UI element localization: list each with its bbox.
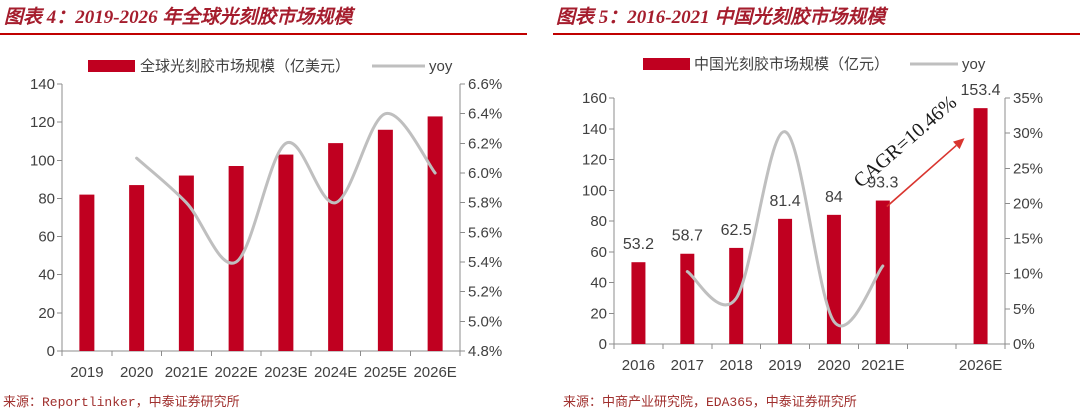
left-y-tick-label: 100	[30, 152, 55, 169]
left-y-tick-label: 20	[38, 305, 55, 322]
x-tick-label: 2024E	[314, 364, 357, 381]
left-y-tick-label: 120	[30, 114, 55, 131]
right-y-tick-label: 5.0%	[468, 313, 502, 330]
legend-bar-label: 中国光刻胶市场规模（亿元）	[694, 56, 889, 73]
right-y-tick-label: 5.8%	[468, 195, 502, 212]
x-tick-label: 2020	[817, 357, 850, 374]
axes: 0 20 40 60 80 100 120 140 160 0% 5% 10% 15% 20% 25% 30%…	[582, 90, 1043, 374]
right-y-tick-label: 5.2%	[468, 284, 502, 301]
left-y-tick-label: 20	[590, 305, 607, 322]
figure-4-source: 来源：Reportlinker，中泰证券研究所	[3, 395, 240, 410]
cagr-label: CAGR=10.46%	[850, 91, 961, 192]
left-y-tick-label: 0	[47, 343, 55, 360]
left-y-tick-label: 160	[582, 90, 607, 107]
bar-2026E	[427, 116, 443, 352]
right-y-tick-label: 5.6%	[468, 224, 502, 241]
figure-4-title: 图表 4：2019-2026 年全球光刻胶市场规模	[4, 7, 353, 28]
axes: 0 20 40 60 80 100 120 140 4.8% 5.0% 5.2% 5.4% 5.6% 5.…	[30, 76, 502, 381]
right-y-tick-label: 10%	[1013, 266, 1043, 283]
yoy-line	[135, 112, 437, 265]
chart-1-plot: 0 20 40 60 80 100 120 140 4.8% 5.0% 5.2% 5.4% 5.6% 5.…	[30, 57, 502, 381]
bar-2019	[778, 218, 793, 344]
bar-2017	[680, 253, 695, 344]
x-tick-label: 2018	[720, 357, 753, 374]
right-y-tick-label: 6.0%	[468, 165, 502, 182]
bar-2023E	[278, 154, 294, 351]
left-y-tick-label: 40	[590, 275, 607, 292]
x-tick-label: 2021E	[861, 357, 904, 374]
figure-5-source: 来源：中商产业研究院，EDA365，中泰证券研究所	[563, 395, 857, 410]
bar-2024E	[328, 143, 344, 351]
data-label-2018: 62.5	[721, 222, 752, 239]
x-tick-label: 2025E	[364, 364, 407, 381]
legend-bar-swatch	[88, 60, 135, 72]
legend: 全球光刻胶市场规模（亿美元） yoy	[88, 57, 453, 75]
x-tick-label: 2019	[768, 357, 801, 374]
right-y-tick-label: 20%	[1013, 195, 1043, 212]
right-y-tick-label: 0%	[1013, 336, 1035, 353]
figure-5-title-rule	[553, 33, 1080, 35]
bar-2021E	[178, 175, 194, 351]
right-y-tick-label: 25%	[1013, 160, 1043, 177]
x-tick-label: 2023E	[264, 364, 307, 381]
figure-5-title: 图表 5：2016-2021 中国光刻胶市场规模	[556, 7, 886, 28]
left-y-tick-label: 140	[30, 76, 55, 93]
x-tick-label: 2026E	[959, 357, 1002, 374]
left-y-tick-label: 120	[582, 152, 607, 169]
data-label-2016: 53.2	[623, 236, 654, 253]
bar-series	[79, 116, 443, 352]
bar-2021E	[875, 200, 890, 344]
bar-2016	[631, 262, 646, 344]
x-tick-label: 2026E	[413, 364, 456, 381]
x-tick-label: 2019	[70, 364, 103, 381]
x-tick-label: 2017	[671, 357, 704, 374]
left-y-tick-label: 100	[582, 182, 607, 199]
left-y-tick-label: 60	[590, 244, 607, 261]
bar-2025E	[377, 129, 393, 351]
right-y-tick-label: 5.4%	[468, 254, 502, 271]
right-y-tick-label: 30%	[1013, 125, 1043, 142]
bar-2022E	[228, 166, 244, 351]
right-y-tick-label: 4.8%	[468, 343, 502, 360]
right-y-tick-label: 6.4%	[468, 106, 502, 123]
legend-line-label: yoy	[962, 56, 986, 73]
legend-bar-label: 全球光刻胶市场规模（亿美元）	[140, 57, 350, 75]
yoy-line	[685, 130, 885, 328]
data-label-2017: 58.7	[672, 228, 703, 245]
bar-2019	[79, 194, 95, 351]
cagr-annotation: CAGR=10.46%	[850, 91, 965, 208]
cagr-arrow-head	[953, 138, 965, 150]
x-tick-label: 2020	[120, 364, 153, 381]
legend-bar-swatch	[643, 58, 690, 70]
data-label-2019: 81.4	[769, 193, 800, 210]
right-y-tick-label: 6.2%	[468, 135, 502, 152]
left-y-tick-label: 40	[38, 267, 55, 284]
right-y-tick-label: 6.6%	[468, 76, 502, 93]
right-y-tick-label: 5%	[1013, 301, 1035, 318]
chart-2-plot: 0 20 40 60 80 100 120 140 160 0% 5% 10% 15% 20% 25% 30%…	[582, 56, 1043, 374]
legend: 中国光刻胶市场规模（亿元） yoy	[643, 56, 986, 73]
right-y-tick-label: 15%	[1013, 231, 1043, 248]
x-tick-label: 2022E	[214, 364, 257, 381]
legend-line-label: yoy	[429, 58, 453, 75]
data-label-2026E: 153.4	[961, 82, 1001, 99]
bar-2020	[129, 185, 145, 351]
x-tick-label: 2021E	[165, 364, 208, 381]
cagr-arrow-shaft	[886, 144, 957, 208]
left-y-tick-label: 0	[599, 336, 607, 353]
left-y-tick-label: 60	[38, 229, 55, 246]
data-label-2021E: 93.3	[867, 175, 898, 192]
data-label-2020: 84	[825, 189, 843, 206]
bar-2026E	[973, 108, 988, 345]
x-tick-label: 2016	[622, 357, 655, 374]
left-y-tick-label: 140	[582, 121, 607, 138]
right-y-tick-label: 35%	[1013, 90, 1043, 107]
left-y-tick-label: 80	[590, 213, 607, 230]
figure-4-title-rule	[0, 33, 527, 35]
left-y-tick-label: 80	[38, 190, 55, 207]
